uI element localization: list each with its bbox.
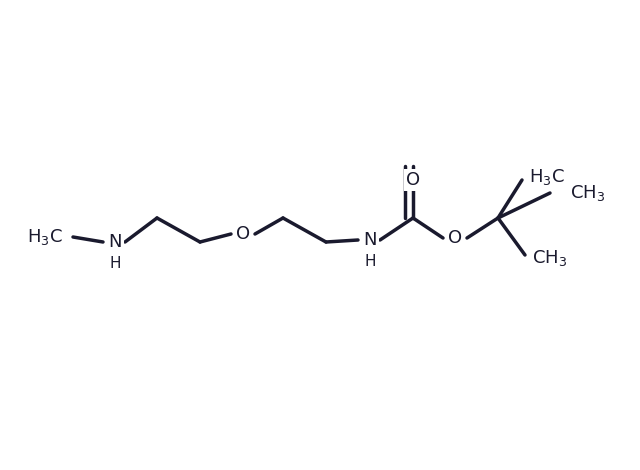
Text: O: O	[236, 225, 250, 243]
Text: CH$_3$: CH$_3$	[570, 183, 605, 203]
Text: O: O	[448, 229, 462, 247]
Text: H: H	[364, 254, 376, 269]
Text: H: H	[109, 257, 121, 272]
Text: H$_3$C: H$_3$C	[28, 227, 63, 247]
Text: H$_3$C: H$_3$C	[529, 167, 564, 187]
Text: O: O	[406, 171, 420, 189]
Text: N: N	[364, 231, 377, 249]
Text: CH$_3$: CH$_3$	[532, 248, 567, 268]
Text: N: N	[108, 233, 122, 251]
